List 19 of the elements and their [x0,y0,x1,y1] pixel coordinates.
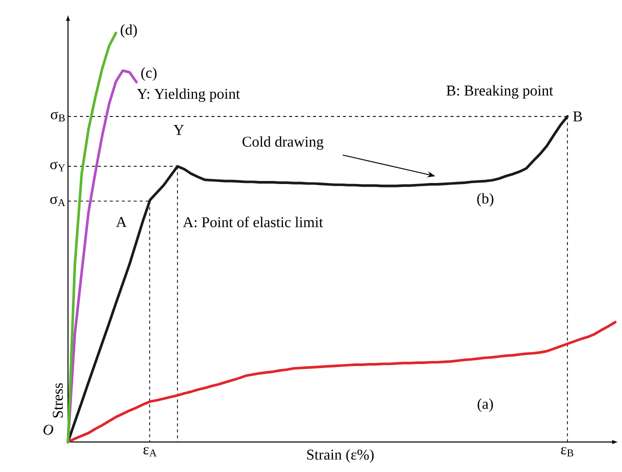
annotation: Y [174,125,184,135]
series-label: (d) [120,24,137,38]
text: O [44,424,54,435]
series-label: (b) [477,193,494,207]
annotation: B [573,112,582,122]
series-label: (c) [141,67,157,81]
x-tick-label: ε$_{A}$ [144,447,157,456]
x-axis-title: Strain (ε%) [307,449,374,463]
x-tick-label: ε$_{B}$ [561,447,574,456]
annotation: A [116,217,127,227]
annotation: A: Point of elastic limit [182,216,323,228]
ref-line-label: σ$_{B}$ [50,112,65,122]
annotation: Y: Yielding point [136,88,240,102]
text: (a) [478,398,493,412]
y-axis-title: Stress [52,383,63,418]
annotation: Cold drawing [242,136,324,150]
annotation: B: Breaking point [446,85,554,99]
ref-line-label: σ$_{Y}$ [50,161,66,172]
ref-line-label: σ$_{A}$ [50,196,66,206]
